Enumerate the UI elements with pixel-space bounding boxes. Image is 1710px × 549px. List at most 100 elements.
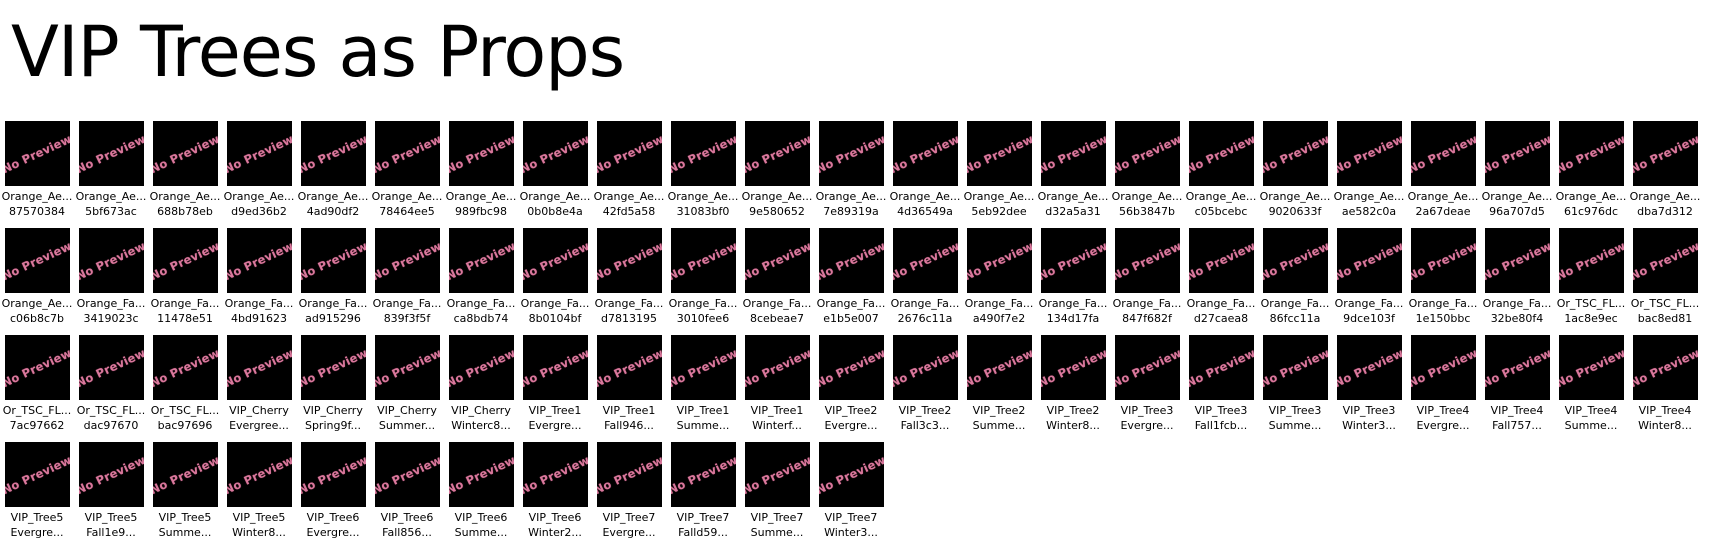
no-preview-thumbnail[interactable]: No Preview [1484, 335, 1550, 400]
no-preview-thumbnail[interactable]: No Preview [892, 121, 958, 186]
no-preview-thumbnail[interactable]: No Preview [300, 228, 366, 293]
asset-tile[interactable]: No Preview VIP_Tree3 Summe... [1258, 335, 1332, 442]
no-preview-thumbnail[interactable]: No Preview [1558, 121, 1624, 186]
no-preview-thumbnail[interactable]: No Preview [1040, 335, 1106, 400]
asset-tile[interactable]: No Preview VIP_Tree5 Fall1e9... [74, 442, 148, 549]
asset-tile[interactable]: No Preview VIP_Tree2 Fall3c3... [888, 335, 962, 442]
no-preview-thumbnail[interactable]: No Preview [1262, 228, 1328, 293]
no-preview-thumbnail[interactable]: No Preview [744, 121, 810, 186]
no-preview-thumbnail[interactable]: No Preview [448, 335, 514, 400]
asset-tile[interactable]: No Preview VIP_Tree5 Evergre... [0, 442, 74, 549]
asset-tile[interactable]: No Preview Orange_Fa... 4bd91623 [222, 228, 296, 335]
asset-tile[interactable]: No Preview VIP_Tree4 Summe... [1554, 335, 1628, 442]
asset-tile[interactable]: No Preview Orange_Fa... 11478e51 [148, 228, 222, 335]
asset-tile[interactable]: No Preview Orange_Ae... 9020633f [1258, 121, 1332, 228]
asset-tile[interactable]: No Preview VIP_Tree5 Summe... [148, 442, 222, 549]
no-preview-thumbnail[interactable]: No Preview [1336, 228, 1402, 293]
asset-tile[interactable]: No Preview VIP_Cherry Evergree... [222, 335, 296, 442]
no-preview-thumbnail[interactable]: No Preview [1262, 121, 1328, 186]
no-preview-thumbnail[interactable]: No Preview [4, 442, 70, 507]
no-preview-thumbnail[interactable]: No Preview [374, 442, 440, 507]
no-preview-thumbnail[interactable]: No Preview [300, 442, 366, 507]
no-preview-thumbnail[interactable]: No Preview [1188, 335, 1254, 400]
no-preview-thumbnail[interactable]: No Preview [966, 228, 1032, 293]
no-preview-thumbnail[interactable]: No Preview [448, 121, 514, 186]
no-preview-thumbnail[interactable]: No Preview [1336, 121, 1402, 186]
asset-tile[interactable]: No Preview VIP_Tree4 Fall757... [1480, 335, 1554, 442]
no-preview-thumbnail[interactable]: No Preview [670, 335, 736, 400]
asset-tile[interactable]: No Preview Orange_Fa... 32be80f4 [1480, 228, 1554, 335]
asset-tile[interactable]: No Preview VIP_Tree2 Winter8... [1036, 335, 1110, 442]
asset-tile[interactable]: No Preview Orange_Ae... ae582c0a [1332, 121, 1406, 228]
asset-tile[interactable]: No Preview Orange_Ae... 2a67deae [1406, 121, 1480, 228]
asset-tile[interactable]: No Preview Orange_Fa... 8cebeae7 [740, 228, 814, 335]
asset-tile[interactable]: No Preview Orange_Fa... d27caea8 [1184, 228, 1258, 335]
asset-tile[interactable]: No Preview VIP_Tree1 Evergre... [518, 335, 592, 442]
asset-tile[interactable]: No Preview Orange_Ae... 4d36549a [888, 121, 962, 228]
asset-tile[interactable]: No Preview Or_TSC_FL... 1ac8e9ec [1554, 228, 1628, 335]
asset-tile[interactable]: No Preview Orange_Ae... 5bf673ac [74, 121, 148, 228]
asset-tile[interactable]: No Preview Orange_Ae... 96a707d5 [1480, 121, 1554, 228]
asset-tile[interactable]: No Preview Orange_Ae... 31083bf0 [666, 121, 740, 228]
asset-tile[interactable]: No Preview Orange_Fa... a490f7e2 [962, 228, 1036, 335]
no-preview-thumbnail[interactable]: No Preview [4, 121, 70, 186]
no-preview-thumbnail[interactable]: No Preview [744, 228, 810, 293]
asset-tile[interactable]: No Preview VIP_Tree1 Fall946... [592, 335, 666, 442]
asset-tile[interactable]: No Preview Orange_Fa... 9dce103f [1332, 228, 1406, 335]
asset-tile[interactable]: No Preview Orange_Fa... 847f682f [1110, 228, 1184, 335]
asset-tile[interactable]: No Preview Orange_Ae... c05bcebc [1184, 121, 1258, 228]
no-preview-thumbnail[interactable]: No Preview [892, 228, 958, 293]
asset-tile[interactable]: No Preview VIP_Tree2 Summe... [962, 335, 1036, 442]
no-preview-thumbnail[interactable]: No Preview [300, 335, 366, 400]
no-preview-thumbnail[interactable]: No Preview [596, 335, 662, 400]
asset-tile[interactable]: No Preview Orange_Ae... dba7d312 [1628, 121, 1702, 228]
no-preview-thumbnail[interactable]: No Preview [744, 335, 810, 400]
no-preview-thumbnail[interactable]: No Preview [1410, 121, 1476, 186]
asset-tile[interactable]: No Preview Orange_Fa... 2676c11a [888, 228, 962, 335]
no-preview-thumbnail[interactable]: No Preview [1632, 335, 1698, 400]
no-preview-thumbnail[interactable]: No Preview [596, 121, 662, 186]
no-preview-thumbnail[interactable]: No Preview [4, 335, 70, 400]
asset-tile[interactable]: No Preview Orange_Ae... c06b8c7b [0, 228, 74, 335]
no-preview-thumbnail[interactable]: No Preview [818, 442, 884, 507]
asset-tile[interactable]: No Preview Orange_Fa... d7813195 [592, 228, 666, 335]
no-preview-thumbnail[interactable]: No Preview [522, 335, 588, 400]
no-preview-thumbnail[interactable]: No Preview [818, 335, 884, 400]
asset-tile[interactable]: No Preview VIP_Cherry Winterc8... [444, 335, 518, 442]
asset-tile[interactable]: No Preview VIP_Cherry Spring9f... [296, 335, 370, 442]
asset-tile[interactable]: No Preview VIP_Tree6 Fall856... [370, 442, 444, 549]
no-preview-thumbnail[interactable]: No Preview [1114, 335, 1180, 400]
asset-tile[interactable]: No Preview Orange_Fa... ad915296 [296, 228, 370, 335]
asset-tile[interactable]: No Preview Orange_Fa... 839f3f5f [370, 228, 444, 335]
no-preview-thumbnail[interactable]: No Preview [522, 228, 588, 293]
no-preview-thumbnail[interactable]: No Preview [1484, 121, 1550, 186]
asset-tile[interactable]: No Preview VIP_Tree7 Winter3... [814, 442, 888, 549]
no-preview-thumbnail[interactable]: No Preview [522, 442, 588, 507]
no-preview-thumbnail[interactable]: No Preview [152, 335, 218, 400]
no-preview-thumbnail[interactable]: No Preview [78, 121, 144, 186]
asset-tile[interactable]: No Preview Or_TSC_FL... dac97670 [74, 335, 148, 442]
no-preview-thumbnail[interactable]: No Preview [448, 442, 514, 507]
asset-tile[interactable]: No Preview Orange_Ae... 5eb92dee [962, 121, 1036, 228]
no-preview-thumbnail[interactable]: No Preview [818, 121, 884, 186]
asset-tile[interactable]: No Preview Orange_Fa... ca8bdb74 [444, 228, 518, 335]
no-preview-thumbnail[interactable]: No Preview [78, 228, 144, 293]
asset-tile[interactable]: No Preview Or_TSC_FL... bac97696 [148, 335, 222, 442]
no-preview-thumbnail[interactable]: No Preview [448, 228, 514, 293]
no-preview-thumbnail[interactable]: No Preview [670, 121, 736, 186]
asset-tile[interactable]: No Preview Orange_Ae... 4ad90df2 [296, 121, 370, 228]
no-preview-thumbnail[interactable]: No Preview [374, 121, 440, 186]
asset-tile[interactable]: No Preview VIP_Tree3 Winter3... [1332, 335, 1406, 442]
asset-tile[interactable]: No Preview VIP_Tree5 Winter8... [222, 442, 296, 549]
no-preview-thumbnail[interactable]: No Preview [1558, 228, 1624, 293]
asset-tile[interactable]: No Preview VIP_Tree3 Evergre... [1110, 335, 1184, 442]
no-preview-thumbnail[interactable]: No Preview [1188, 228, 1254, 293]
asset-tile[interactable]: No Preview Orange_Ae... d32a5a31 [1036, 121, 1110, 228]
no-preview-thumbnail[interactable]: No Preview [226, 121, 292, 186]
no-preview-thumbnail[interactable]: No Preview [152, 121, 218, 186]
asset-tile[interactable]: No Preview VIP_Tree4 Evergre... [1406, 335, 1480, 442]
no-preview-thumbnail[interactable]: No Preview [78, 442, 144, 507]
no-preview-thumbnail[interactable]: No Preview [670, 228, 736, 293]
asset-tile[interactable]: No Preview Orange_Ae... 87570384 [0, 121, 74, 228]
asset-tile[interactable]: No Preview Orange_Fa... 3419023c [74, 228, 148, 335]
